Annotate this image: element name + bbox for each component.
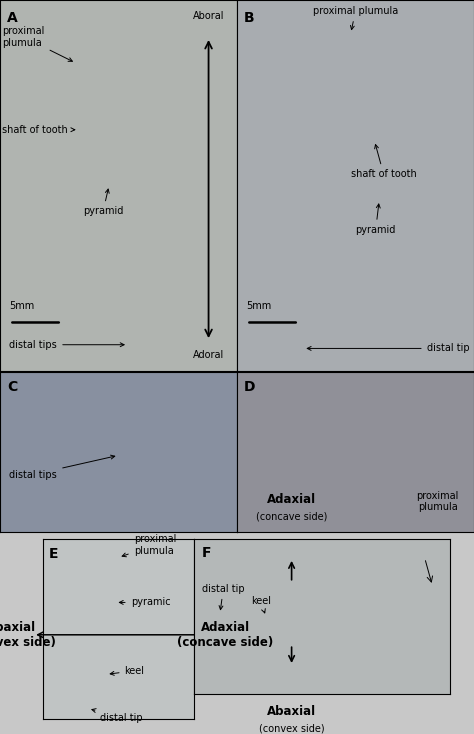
Text: keel: keel — [110, 666, 145, 676]
Text: shaft of tooth: shaft of tooth — [2, 125, 75, 135]
Text: (concave side): (concave side) — [256, 511, 327, 521]
Text: pyramid: pyramid — [356, 204, 396, 235]
Text: D: D — [244, 380, 255, 394]
Text: distal tips: distal tips — [9, 340, 124, 349]
Text: Aboral: Aboral — [193, 11, 224, 21]
Text: Adaxial
(concave side): Adaxial (concave side) — [177, 621, 273, 649]
Text: Adaxial: Adaxial — [267, 493, 316, 506]
Text: keel: keel — [251, 596, 271, 613]
Text: proximal
plumula: proximal plumula — [2, 26, 73, 62]
Text: distal tip: distal tip — [92, 708, 143, 722]
Text: 5mm: 5mm — [9, 302, 35, 311]
Text: B: B — [244, 11, 255, 25]
Text: Abaxial
(convex side): Abaxial (convex side) — [0, 621, 56, 649]
Text: (convex side): (convex side) — [259, 724, 324, 734]
Text: A: A — [7, 11, 18, 25]
Text: proximal plumula: proximal plumula — [313, 6, 398, 29]
Text: pyramic: pyramic — [119, 597, 170, 608]
Text: Abaxial: Abaxial — [267, 705, 316, 719]
Text: F: F — [202, 545, 211, 559]
Text: proximal
plumula: proximal plumula — [416, 490, 459, 512]
Text: proximal
plumula: proximal plumula — [122, 534, 176, 557]
Text: pyramid: pyramid — [83, 189, 123, 217]
Text: E: E — [49, 547, 58, 561]
Text: Adoral: Adoral — [193, 349, 224, 360]
Text: shaft of tooth: shaft of tooth — [351, 145, 417, 179]
Text: distal tip: distal tip — [307, 344, 469, 354]
Text: 5mm: 5mm — [246, 302, 272, 311]
Text: distal tips: distal tips — [9, 455, 115, 479]
Text: C: C — [7, 380, 18, 394]
Text: distal tip: distal tip — [202, 584, 245, 610]
